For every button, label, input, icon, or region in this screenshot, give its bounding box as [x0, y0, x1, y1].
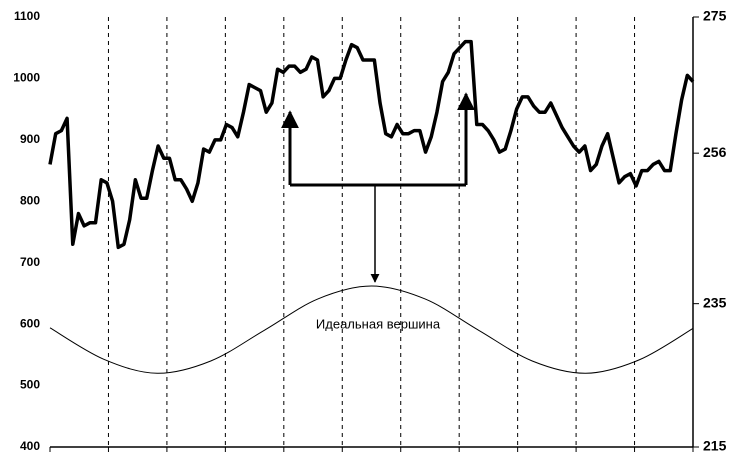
series-line: [49, 285, 694, 374]
y2-tick-label: 256: [703, 144, 727, 160]
y-tick-label: 500: [20, 378, 40, 392]
y2-tick-label: 275: [703, 8, 727, 24]
annotation-arrows: [281, 92, 475, 283]
series-line: [48, 39, 695, 250]
y-tick-label: 400: [20, 439, 40, 453]
y-tick-label: 700: [20, 255, 40, 269]
y-tick-label: 600: [20, 316, 40, 330]
y-tick-label: 800: [20, 193, 40, 207]
y-tick-label: 1100: [14, 9, 40, 23]
y-tick-label: 900: [20, 132, 40, 146]
y2-tick-label: 235: [703, 294, 727, 310]
annotation: Идеальная вершина: [316, 316, 441, 331]
y-tick-label: 1000: [13, 71, 40, 85]
y2-tick-label: 215: [703, 438, 727, 454]
